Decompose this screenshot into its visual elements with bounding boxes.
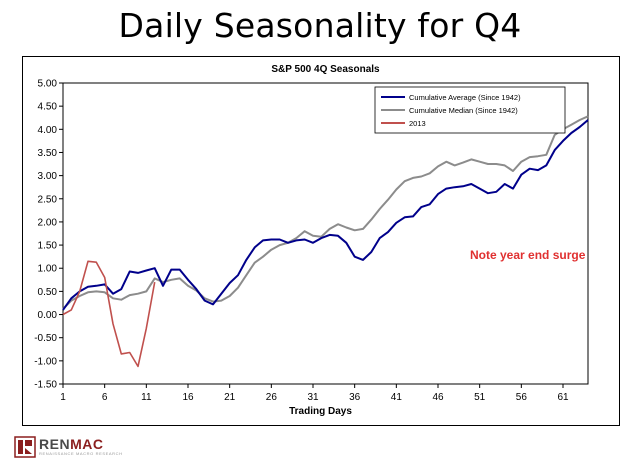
x-axis-label: Trading Days: [289, 406, 352, 417]
y-tick-label: 1.50: [38, 241, 58, 252]
x-tick-label: 61: [557, 392, 569, 403]
y-tick-label: 0.00: [38, 310, 58, 321]
series-line-2013: [62, 260, 156, 368]
y-tick-label: 2.50: [38, 194, 58, 205]
x-tick-label: 36: [349, 392, 361, 403]
series-line-median: [62, 115, 589, 310]
y-tick-label: 0.50: [38, 287, 58, 298]
y-tick-label: 1.00: [38, 264, 58, 275]
slide-title: Daily Seasonality for Q4: [118, 6, 522, 45]
series-line-average: [62, 119, 589, 311]
renmac-logo: RENMAC RENAISSANCE MACRO RESEARCH: [14, 434, 123, 460]
x-tick-label: 41: [391, 392, 403, 403]
y-tick-label: 5.00: [38, 79, 58, 90]
x-tick-label: 56: [516, 392, 528, 403]
plot-area: [62, 82, 589, 385]
x-tick-label: 26: [266, 392, 278, 403]
y-tick-label: -1.50: [34, 380, 57, 391]
x-tick-label: 31: [307, 392, 319, 403]
x-tick-label: 16: [182, 392, 194, 403]
annotation-text: Note year end surge: [470, 248, 586, 262]
x-tick-label: 6: [102, 392, 108, 403]
chart-title: S&P 500 4Q Seasonals: [271, 64, 380, 75]
y-tick-label: 4.00: [38, 125, 58, 136]
legend-label: 2013: [409, 119, 426, 128]
x-tick-label: 46: [432, 392, 444, 403]
logo-name: RENMAC: [39, 437, 123, 451]
chart-frame: S&P 500 4Q Seasonals 5.00 4.50 4.00 3.50 3.00…: [22, 56, 620, 426]
y-tick-label: 4.50: [38, 102, 58, 113]
legend-label: Cumulative Median (Since 1942): [409, 106, 518, 115]
logo-text: RENMAC RENAISSANCE MACRO RESEARCH: [39, 437, 123, 457]
chart-svg: S&P 500 4Q Seasonals 5.00 4.50 4.00 3.50 3.00…: [34, 64, 589, 417]
logo-tagline: RENAISSANCE MACRO RESEARCH: [39, 451, 123, 456]
x-tick-label: 51: [474, 392, 486, 403]
y-tick-label: -1.00: [34, 356, 57, 367]
legend-label: Cumulative Average (Since 1942): [409, 93, 521, 102]
x-tick-label: 1: [60, 392, 66, 403]
x-tick-label: 11: [141, 392, 152, 403]
x-tick-label: 21: [224, 392, 236, 403]
y-tick-label: 3.50: [38, 148, 58, 159]
renmac-logo-icon: [14, 436, 36, 458]
y-tick-label: 3.00: [38, 171, 58, 182]
y-tick-label: -0.50: [34, 333, 57, 344]
y-tick-label: 2.00: [38, 217, 58, 228]
logo-name-part1: REN: [39, 436, 71, 452]
logo-name-part2: MAC: [70, 436, 104, 452]
legend-box: [374, 86, 566, 134]
